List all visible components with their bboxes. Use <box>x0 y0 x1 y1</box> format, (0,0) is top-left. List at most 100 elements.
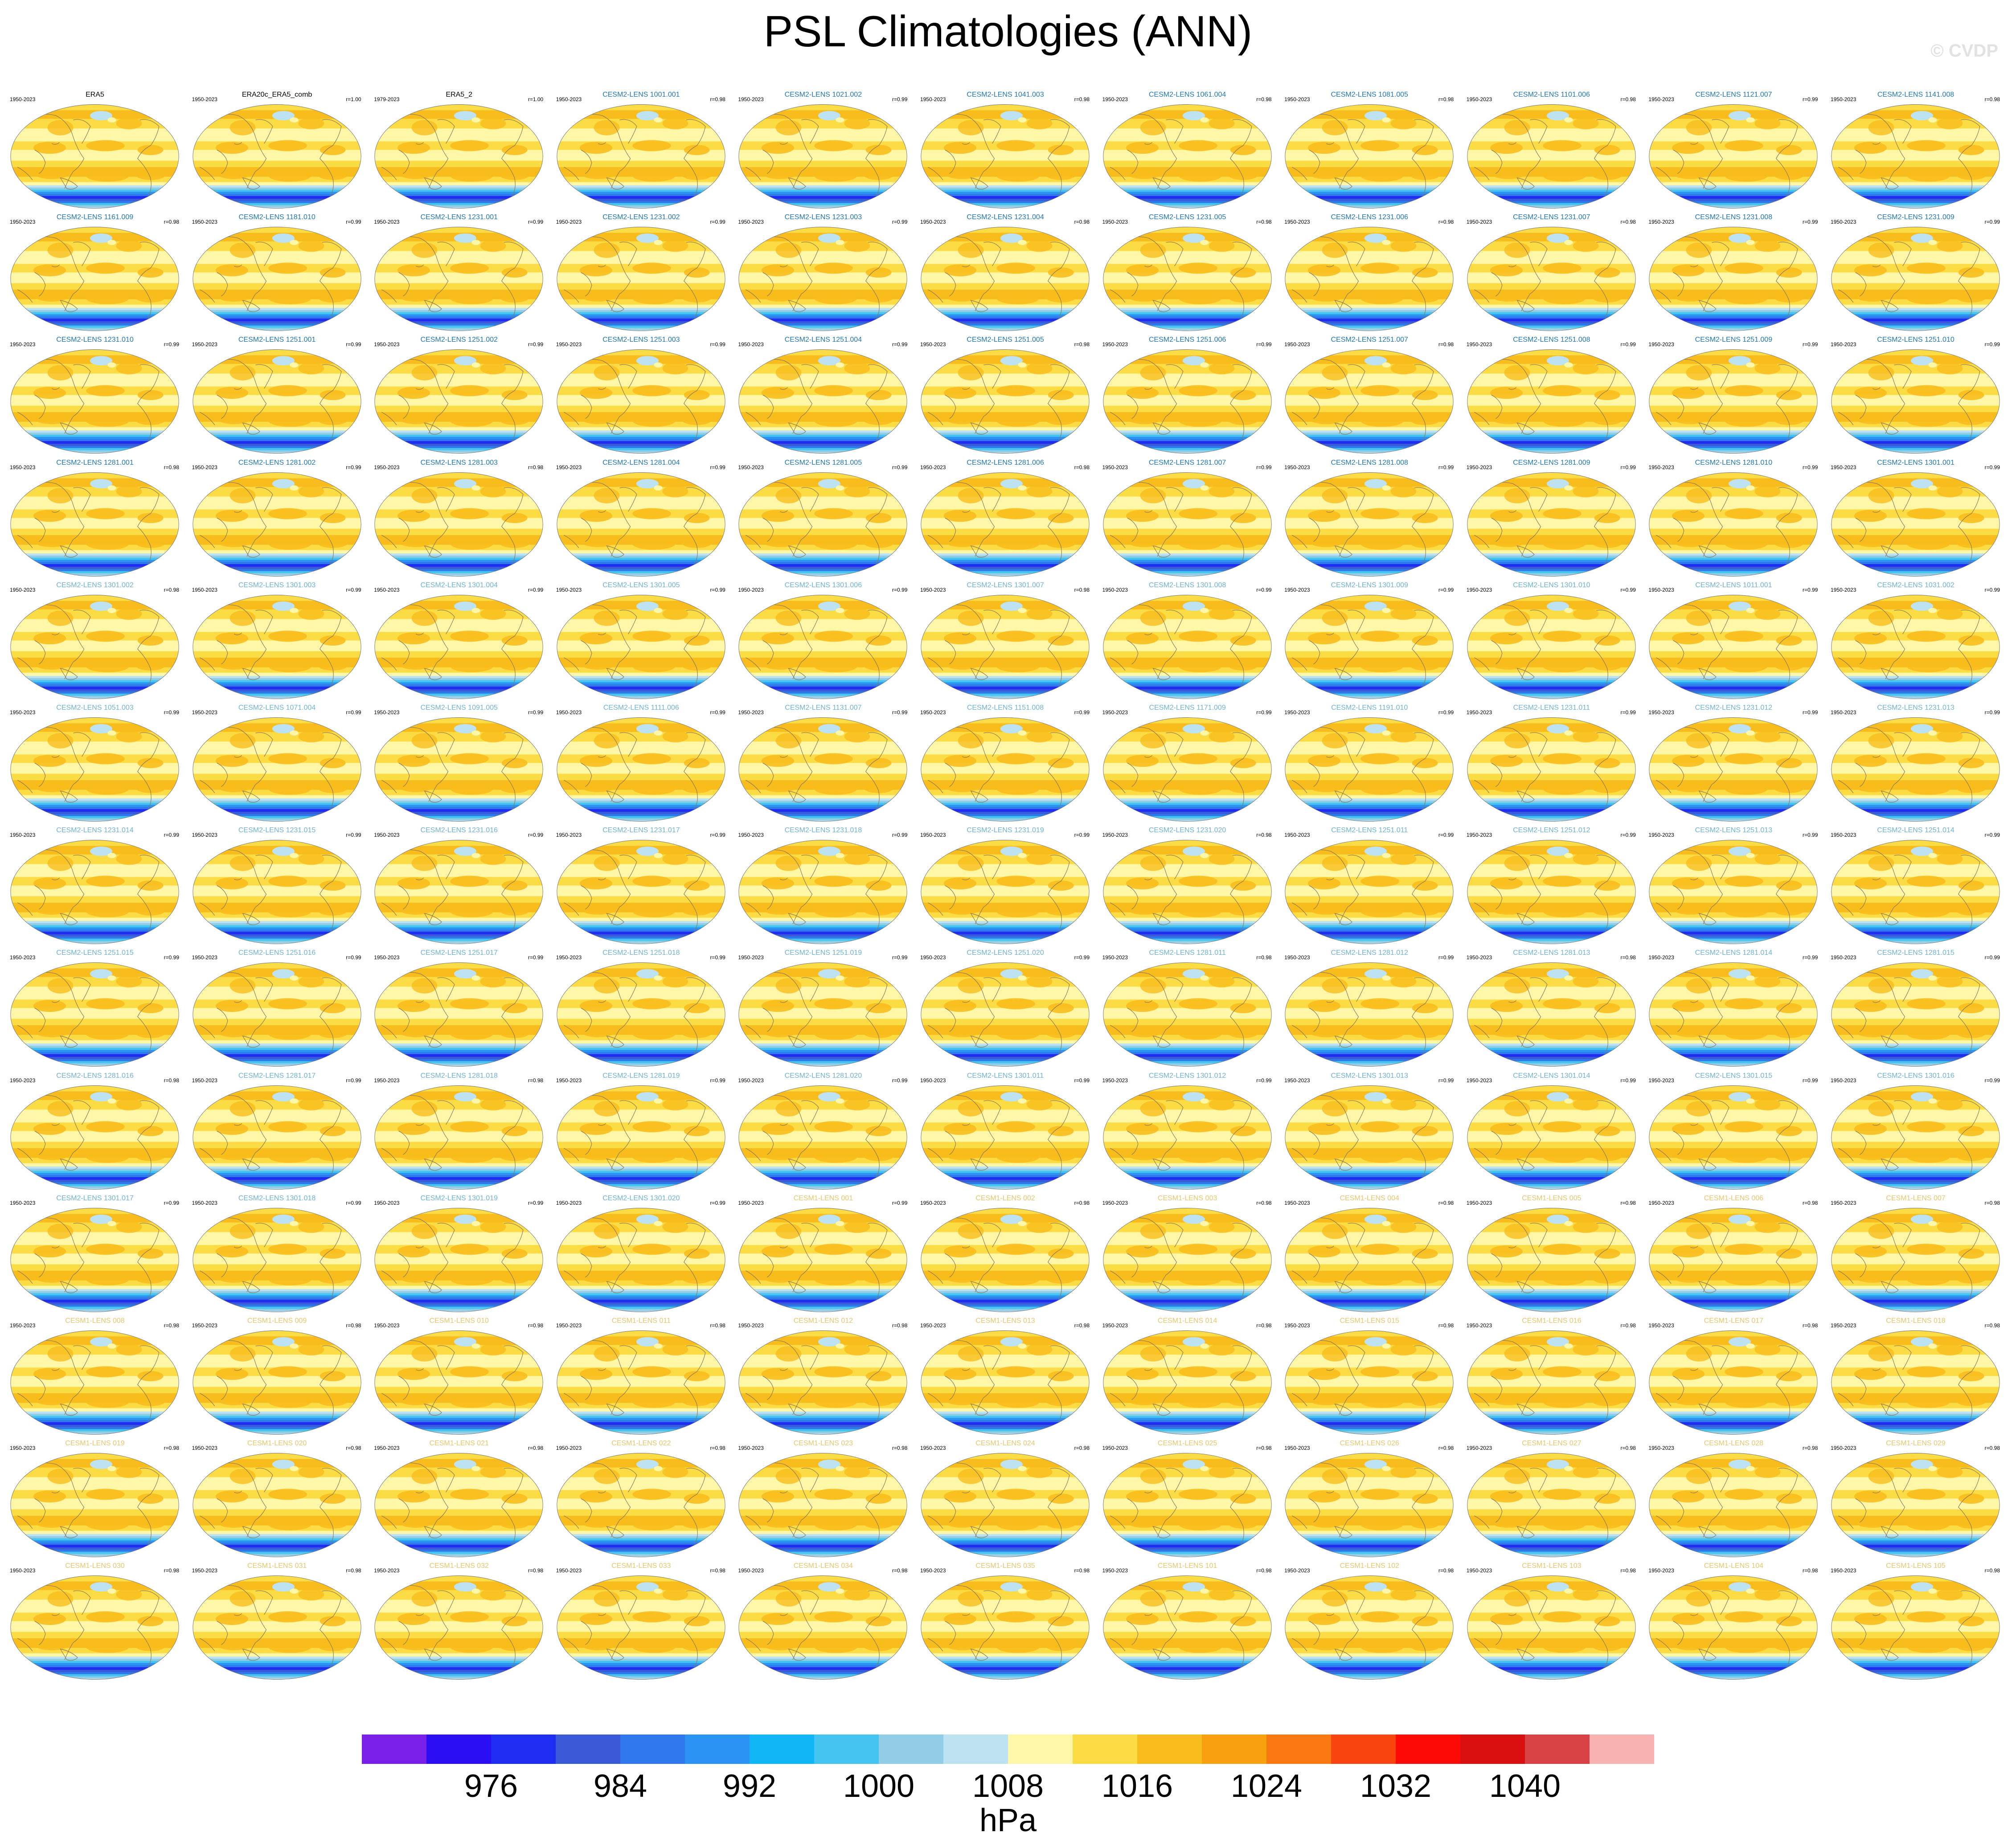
colorbar-tick-label: 992 <box>722 1768 777 1804</box>
panel-period: 1950-2023 <box>192 832 217 839</box>
panel-title: CESM2-LENS 1251.005 <box>967 336 1044 344</box>
map-panel: 1950-2023 CESM1-LENS 024 r=0.98 <box>914 1438 1097 1561</box>
map-panel: 1950-2023 CESM1-LENS 010 r=0.98 <box>368 1315 550 1439</box>
panel-period: 1950-2023 <box>1284 1199 1310 1206</box>
panel-title: ERA20c_ERA5_comb <box>242 91 312 98</box>
colorbar-segment <box>685 1735 750 1764</box>
panel-period: 1950-2023 <box>10 1445 36 1452</box>
panel-period: 1950-2023 <box>1648 1567 1674 1574</box>
panel-period: 1950-2023 <box>738 954 764 961</box>
panel-correlation: r=0.99 <box>1074 709 1090 716</box>
panel-correlation: r=0.99 <box>710 1199 725 1206</box>
map-panel: 1950-2023 CESM1-LENS 007 r=0.98 <box>1824 1193 2007 1316</box>
panel-correlation: r=0.98 <box>710 1322 725 1329</box>
colorbar-segment <box>750 1735 815 1764</box>
panel-period: 1950-2023 <box>1466 1322 1492 1329</box>
panel-correlation: r=0.98 <box>346 1567 361 1574</box>
map-panel: 1950-2023 CESM2-LENS 1301.006 r=0.99 <box>732 580 914 703</box>
panel-title: CESM2-LENS 1231.008 <box>1695 213 1773 221</box>
panel-correlation: r=0.99 <box>346 832 361 839</box>
colorbar-segment <box>1073 1735 1138 1764</box>
panel-title: CESM2-LENS 1121.007 <box>1695 91 1772 98</box>
panel-title: CESM1-LENS 005 <box>1522 1194 1582 1202</box>
psl-map <box>1466 960 1637 1069</box>
panel-correlation: r=0.99 <box>892 1199 908 1206</box>
map-panel: 1950-2023 CESM1-LENS 031 r=0.98 <box>186 1560 369 1684</box>
psl-map <box>1102 224 1273 334</box>
panel-title: CESM2-LENS 1281.002 <box>238 458 316 466</box>
colorbar-tick-label: 984 <box>593 1768 647 1804</box>
panel-correlation: r=0.99 <box>528 832 544 839</box>
panel-period: 1950-2023 <box>10 1567 36 1574</box>
psl-map <box>9 470 180 579</box>
panel-correlation: r=0.99 <box>1984 832 2000 839</box>
panel-period: 1950-2023 <box>10 832 36 839</box>
colorbar-segment <box>1590 1735 1654 1764</box>
panel-title: CESM2-LENS 1281.001 <box>56 458 134 466</box>
panel-period: 1950-2023 <box>1831 341 1856 348</box>
panel-period: 1950-2023 <box>1284 832 1310 839</box>
panel-title: CESM1-LENS 034 <box>793 1562 853 1570</box>
psl-map <box>555 1328 727 1437</box>
psl-map <box>9 1573 180 1682</box>
map-panel: 1950-2023 CESM2-LENS 1281.005 r=0.99 <box>732 457 914 581</box>
panel-title: CESM2-LENS 1231.010 <box>56 336 134 344</box>
panel-title: CESM2-LENS 1281.020 <box>784 1072 862 1080</box>
panel-correlation: r=0.99 <box>1438 832 1454 839</box>
panel-title: CESM1-LENS 103 <box>1522 1562 1582 1570</box>
colorbar-segment <box>556 1735 621 1764</box>
panel-title: CESM2-LENS 1181.010 <box>238 213 316 221</box>
map-panel: 1950-2023 CESM1-LENS 018 r=0.98 <box>1824 1315 2007 1439</box>
panel-correlation: r=0.98 <box>1256 219 1272 225</box>
psl-map <box>373 592 545 702</box>
map-panel: 1950-2023 CESM1-LENS 013 r=0.98 <box>914 1315 1097 1439</box>
panel-title: CESM2-LENS 1301.007 <box>967 581 1044 589</box>
panel-title: CESM2-LENS 1301.011 <box>967 1072 1044 1080</box>
map-panel: 1950-2023 CESM2-LENS 1231.015 r=0.99 <box>186 825 369 948</box>
psl-map <box>1647 102 1819 211</box>
panel-correlation: r=0.98 <box>1074 464 1090 470</box>
panel-correlation: r=0.99 <box>1803 832 1818 839</box>
panel-title: CESM1-LENS 003 <box>1157 1194 1217 1202</box>
panel-title: CESM2-LENS 1081.005 <box>1331 91 1408 98</box>
panel-period: 1950-2023 <box>556 1445 582 1452</box>
panel-correlation: r=0.98 <box>1438 341 1454 348</box>
map-panel: 1950-2023 CESM2-LENS 1011.001 r=0.99 <box>1642 580 1825 703</box>
psl-map <box>1466 102 1637 211</box>
panel-correlation: r=0.99 <box>1803 464 1818 470</box>
panel-correlation: r=0.99 <box>1984 1077 2000 1084</box>
psl-map <box>1466 837 1637 947</box>
panel-title: CESM2-LENS 1231.001 <box>420 213 498 221</box>
psl-map <box>9 960 180 1069</box>
panel-title: CESM2-LENS 1301.008 <box>1148 581 1226 589</box>
panel-period: 1950-2023 <box>920 1445 946 1452</box>
panel-title: CESM2-LENS 1281.012 <box>1331 949 1408 957</box>
map-panel: 1950-2023 CESM2-LENS 1251.017 r=0.99 <box>368 947 550 1071</box>
panel-correlation: r=0.98 <box>710 1445 725 1452</box>
panel-correlation: r=0.99 <box>1984 464 2000 470</box>
panel-correlation: r=0.99 <box>710 586 725 593</box>
panel-period: 1950-2023 <box>556 954 582 961</box>
psl-map <box>737 224 909 334</box>
panel-period: 1950-2023 <box>1284 1077 1310 1084</box>
panel-correlation: r=0.98 <box>1620 954 1636 961</box>
panel-correlation: r=0.99 <box>710 1077 725 1084</box>
map-panel: 1950-2023 CESM2-LENS 1301.020 r=0.99 <box>550 1193 733 1316</box>
panel-correlation: r=0.98 <box>1074 1322 1090 1329</box>
panel-period: 1950-2023 <box>1284 341 1310 348</box>
panel-period: 1950-2023 <box>374 1077 400 1084</box>
panel-title: CESM2-LENS 1251.004 <box>784 336 862 344</box>
psl-map <box>1647 1450 1819 1560</box>
panel-correlation: r=0.99 <box>346 464 361 470</box>
psl-map <box>1830 1205 2001 1315</box>
colorbar-segment <box>362 1735 427 1764</box>
panel-correlation: r=0.99 <box>892 1077 908 1084</box>
panel-correlation: r=0.98 <box>1984 1445 2000 1452</box>
panel-correlation: r=0.99 <box>1984 709 2000 716</box>
panel-period: 1950-2023 <box>1284 586 1310 593</box>
psl-map <box>737 1083 909 1192</box>
panel-period: 1950-2023 <box>1102 219 1128 225</box>
map-panel: 1950-2023 CESM2-LENS 1251.006 r=0.99 <box>1096 334 1279 458</box>
map-panel: 1950-2023 CESM2-LENS 1301.012 r=0.99 <box>1096 1070 1279 1194</box>
psl-map <box>373 715 545 824</box>
